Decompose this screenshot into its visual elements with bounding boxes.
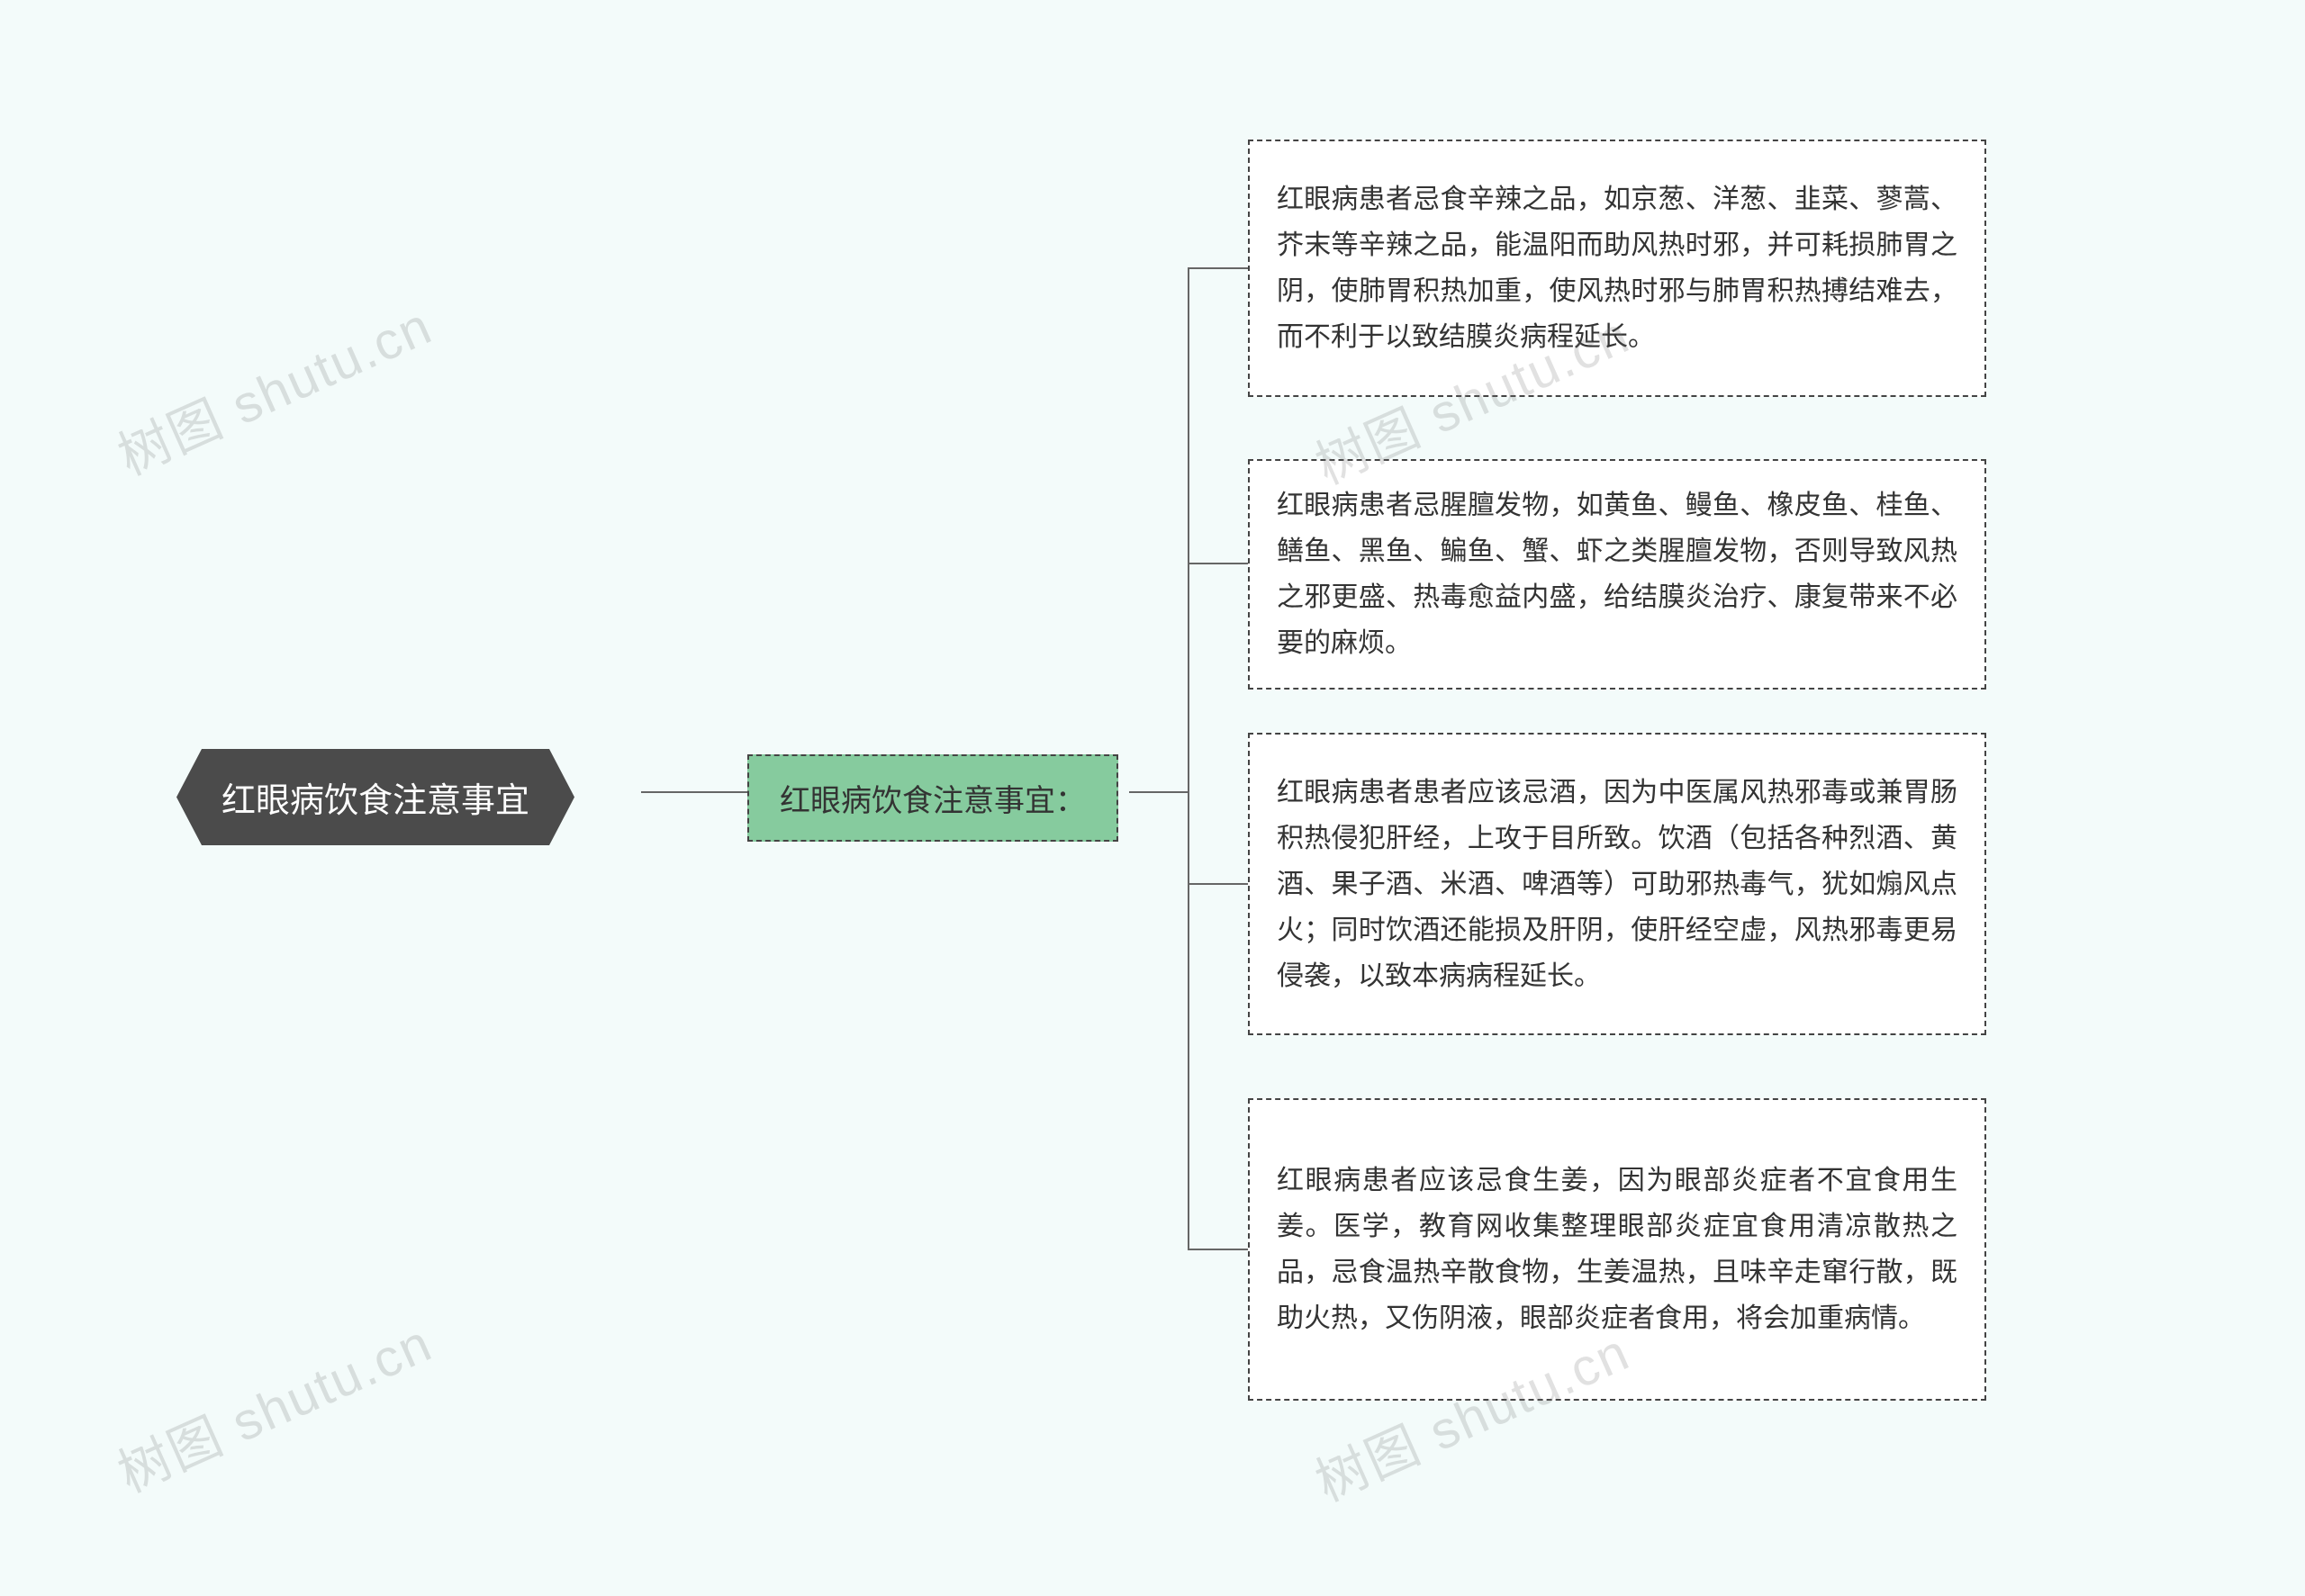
leaf-text: 红眼病患者忌腥膻发物，如黄鱼、鳗鱼、橡皮鱼、桂鱼、鳝鱼、黑鱼、鳊鱼、蟹、虾之类腥…: [1277, 482, 1957, 666]
branch-node[interactable]: 红眼病饮食注意事宜：: [747, 754, 1118, 842]
leaf-node-1[interactable]: 红眼病患者忌食辛辣之品，如京葱、洋葱、韭菜、蓼蒿、芥末等辛辣之品，能温阳而助风热…: [1248, 140, 1986, 397]
leaf-text: 红眼病患者忌食辛辣之品，如京葱、洋葱、韭菜、蓼蒿、芥末等辛辣之品，能温阳而助风热…: [1277, 176, 1957, 360]
root-node[interactable]: 红眼病饮食注意事宜: [176, 749, 574, 845]
root-label: 红眼病饮食注意事宜: [221, 772, 529, 822]
leaf-node-4[interactable]: 红眼病患者应该忌食生姜，因为眼部炎症者不宜食用生姜。医学，教育网收集整理眼部炎症…: [1248, 1098, 1986, 1401]
mindmap-canvas: 红眼病饮食注意事宜 红眼病饮食注意事宜： 红眼病患者忌食辛辣之品，如京葱、洋葱、…: [0, 0, 2305, 1596]
leaf-text: 红眼病患者患者应该忌酒，因为中医属风热邪毒或兼胃肠积热侵犯肝经，上攻于目所致。饮…: [1277, 770, 1957, 999]
leaf-text: 红眼病患者应该忌食生姜，因为眼部炎症者不宜食用生姜。医学，教育网收集整理眼部炎症…: [1277, 1158, 1957, 1341]
leaf-node-2[interactable]: 红眼病患者忌腥膻发物，如黄鱼、鳗鱼、橡皮鱼、桂鱼、鳝鱼、黑鱼、鳊鱼、蟹、虾之类腥…: [1248, 459, 1986, 690]
leaf-node-3[interactable]: 红眼病患者患者应该忌酒，因为中医属风热邪毒或兼胃肠积热侵犯肝经，上攻于目所致。饮…: [1248, 733, 1986, 1035]
watermark: 树图 shutu.cn: [104, 1301, 442, 1507]
watermark: 树图 shutu.cn: [104, 284, 442, 490]
branch-label: 红眼病饮食注意事宜：: [780, 776, 1086, 820]
